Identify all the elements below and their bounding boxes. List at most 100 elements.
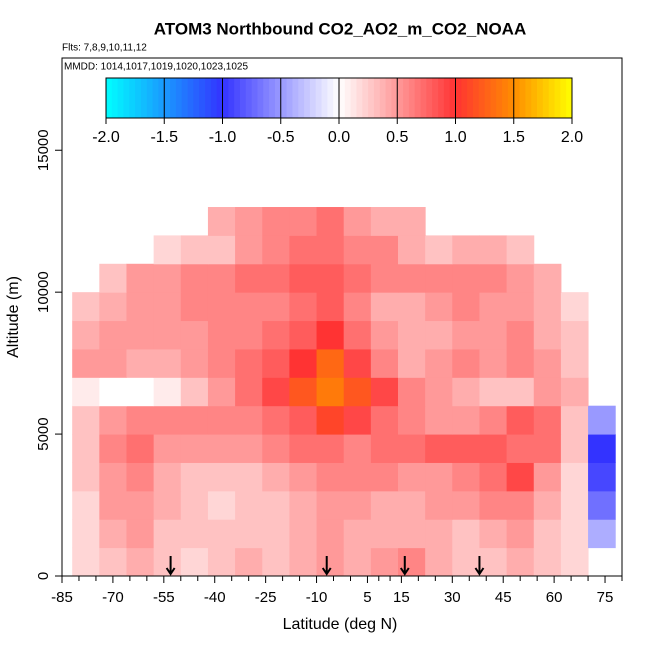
colorbar-band — [269, 78, 276, 118]
heat-cell — [316, 320, 345, 350]
colorbar-band — [449, 78, 456, 118]
heat-cell — [506, 235, 535, 265]
colorbar-band — [502, 78, 509, 118]
y-tick-label: 5000 — [35, 417, 52, 450]
heat-cell — [207, 462, 236, 492]
heat-cell — [533, 405, 562, 435]
colorbar-band — [170, 78, 177, 118]
colorbar-tick-label: 1.0 — [444, 129, 466, 146]
colorbar-tick-label: -0.5 — [267, 129, 295, 146]
heat-cell — [235, 235, 263, 265]
heat-cell — [180, 320, 209, 350]
heat-cell — [533, 490, 562, 520]
heat-cell — [452, 547, 480, 577]
colorbar-band — [135, 78, 142, 118]
colorbar-band — [117, 78, 124, 118]
flight-arrow — [474, 556, 485, 576]
heat-cell — [425, 377, 453, 407]
heat-cell — [533, 348, 562, 378]
colorbar-band — [420, 78, 427, 118]
heat-cell — [316, 434, 345, 463]
colorbar-band — [432, 78, 439, 118]
colorbar-band — [519, 78, 526, 118]
heat-cell — [560, 377, 589, 407]
x-axis-label: Latitude (deg N) — [283, 616, 398, 633]
plot-frame — [61, 57, 623, 577]
heat-cell — [262, 235, 290, 265]
heat-cell — [588, 462, 616, 492]
heat-cell — [479, 263, 508, 293]
colorbar-band — [187, 78, 194, 118]
heat-cell — [235, 207, 263, 236]
heat-cell — [398, 547, 426, 577]
colorbar-band — [443, 78, 451, 118]
heat-cell — [126, 320, 155, 350]
heat-cell — [262, 490, 290, 520]
colorbar-tick-label: 1.5 — [503, 129, 525, 146]
heat-cell — [262, 519, 290, 549]
colorbar-band — [327, 78, 334, 118]
heat-cell — [506, 519, 535, 549]
heat-cell — [398, 263, 426, 293]
heat-cell — [343, 462, 372, 492]
heat-cell — [316, 292, 345, 322]
heat-cell — [560, 348, 589, 378]
colorbar-band — [525, 78, 532, 118]
heat-cell — [343, 490, 372, 520]
colorbar-band — [193, 78, 200, 118]
heat-cell — [262, 405, 290, 435]
heat-cell — [207, 519, 236, 549]
heat-cell — [235, 377, 263, 407]
heat-cell — [99, 434, 127, 463]
heat-cell — [99, 263, 127, 293]
heat-cell — [262, 292, 290, 322]
heat-cell — [370, 519, 399, 549]
colorbar-tick-label: 0.5 — [386, 129, 408, 146]
annotation: MMDD: 1014,1017,1019,1020,1023,1025 — [64, 62, 248, 73]
heat-cell — [262, 348, 290, 378]
heat-cell — [343, 320, 372, 350]
heat-cell — [180, 547, 209, 577]
colorbar-band — [298, 78, 305, 118]
heat-cell — [588, 490, 616, 520]
heat-cell — [398, 377, 426, 407]
heat-cell — [425, 434, 453, 463]
heat-cell — [398, 292, 426, 322]
heat-cell — [126, 547, 155, 577]
heat-cell — [370, 348, 399, 378]
colorbar-band — [537, 78, 544, 118]
heat-cell — [588, 434, 616, 463]
colorbar-band — [548, 78, 555, 118]
flight-arrow — [165, 556, 176, 576]
heat-cell — [126, 462, 155, 492]
x-tick-label: -55 — [153, 589, 175, 606]
heat-cell — [533, 519, 562, 549]
heat-cell — [425, 490, 453, 520]
heat-cell — [262, 263, 290, 293]
colorbar-band — [286, 78, 293, 118]
heat-cell — [289, 292, 318, 322]
heat-cell — [560, 292, 589, 322]
heat-cell — [560, 547, 589, 577]
heat-cell — [289, 348, 318, 378]
colorbar-band — [554, 78, 561, 118]
heat-cell — [180, 490, 209, 520]
heat-cell — [99, 377, 127, 407]
colorbar-tick-label: 2.0 — [561, 129, 583, 146]
heat-cell — [153, 490, 182, 520]
heat-cell — [207, 207, 236, 236]
heat-cell — [180, 434, 209, 463]
heat-cell — [506, 292, 535, 322]
x-tick-label: -85 — [51, 589, 73, 606]
heat-cell — [207, 348, 236, 378]
heat-cell — [479, 547, 508, 577]
heat-cell — [262, 377, 290, 407]
heat-cell — [398, 207, 426, 236]
colorbar-band — [263, 78, 270, 118]
heat-cell — [207, 405, 236, 435]
heat-cell — [289, 235, 318, 265]
colorbar-band — [199, 78, 206, 118]
colorbar-band — [239, 78, 247, 118]
heat-cell — [398, 405, 426, 435]
heat-cell — [235, 547, 263, 577]
